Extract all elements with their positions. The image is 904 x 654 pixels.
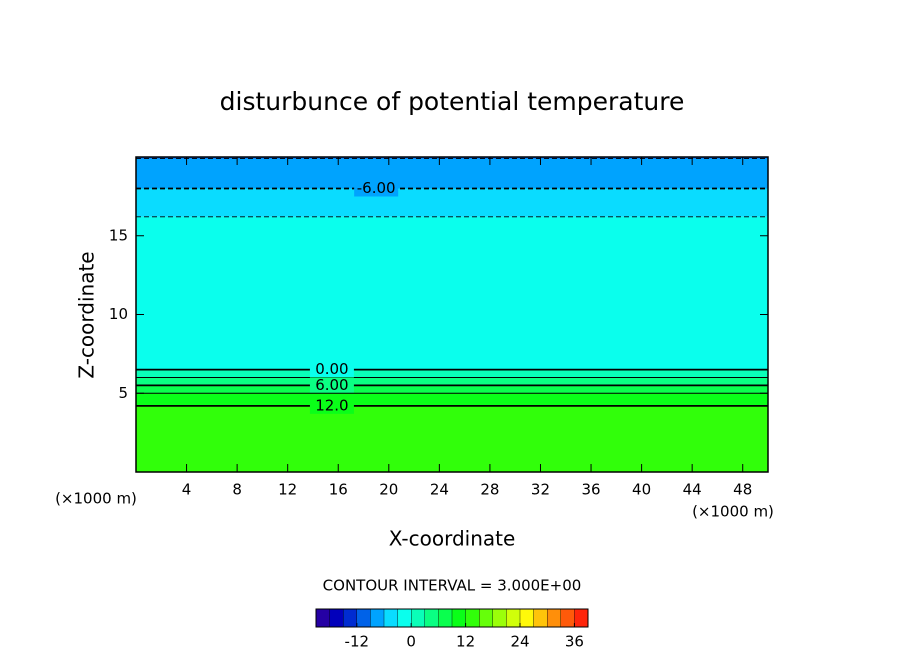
x-tick-label: 28	[480, 481, 499, 499]
colorbar-tick-label: 12	[456, 633, 475, 651]
y-tick-label: 5	[118, 384, 128, 402]
x-tick-label: 16	[329, 481, 348, 499]
colorbar-cell	[356, 608, 371, 628]
contour-band	[136, 188, 768, 217]
x-tick-label: 8	[232, 481, 242, 499]
contour-interval: CONTOUR INTERVAL = 3.000E+00	[323, 577, 582, 595]
x-tick-label: 44	[683, 481, 702, 499]
contour-band	[136, 377, 768, 386]
contour-label: 0.00	[315, 360, 348, 378]
colorbar-cell	[519, 608, 535, 628]
contour-label: 12.0	[315, 396, 348, 414]
x-tick-label: 20	[379, 481, 398, 499]
colorbar-tick-label: 24	[510, 633, 529, 651]
colorbar-cell	[438, 608, 453, 628]
colorbar-cell	[343, 608, 358, 628]
contour-band	[136, 393, 768, 406]
contour-label: 6.00	[315, 376, 348, 394]
x-unit: (×1000 m)	[55, 490, 137, 508]
colorbar-tick-label: -12	[345, 633, 370, 651]
colorbar-cell	[506, 608, 521, 628]
y-tick-label: 10	[109, 305, 128, 323]
colorbar-cell	[492, 608, 507, 628]
x-tick-label: 12	[278, 481, 297, 499]
contour-label-bg	[309, 397, 354, 414]
colorbar-cell	[574, 608, 589, 628]
colorbar-cell	[465, 608, 480, 628]
contour-label-bg	[309, 377, 354, 394]
colorbar-cell	[547, 608, 562, 628]
contour-band	[136, 369, 768, 378]
contour-band	[136, 385, 768, 394]
colorbar-cell	[411, 608, 426, 628]
colorbar-tick-label: 0	[406, 633, 416, 651]
colorbar-cell	[329, 608, 344, 628]
colorbar-cell	[533, 608, 548, 628]
colorbar-cell	[451, 608, 467, 628]
x-tick-label: 24	[430, 481, 449, 499]
contour-band	[136, 158, 768, 189]
y-tick-label: 15	[109, 226, 128, 244]
colorbar-cell	[383, 608, 399, 628]
x-tick-label: 32	[531, 481, 550, 499]
contour-band	[136, 405, 768, 472]
contour-band	[136, 157, 768, 159]
colorbar-frame	[315, 608, 589, 628]
y-axis-label: Z-coordinate	[75, 251, 99, 378]
contour-label: -6.00	[357, 179, 396, 197]
contour-band	[136, 216, 768, 370]
x-tick-label: 40	[632, 481, 651, 499]
x-tick-label: 36	[581, 481, 600, 499]
x-axis-label: X-coordinate	[389, 527, 516, 551]
colorbar-cell	[479, 608, 494, 628]
chart-title: disturbunce of potential temperature	[220, 87, 685, 116]
x-tick-label: 48	[733, 481, 752, 499]
colorbar-tick-label: 36	[565, 633, 584, 651]
colorbar-cell	[560, 608, 575, 628]
colorbar-cell	[315, 608, 331, 628]
colorbar-cell	[397, 608, 412, 628]
colorbar-cell	[424, 608, 439, 628]
x-tick-label: 4	[182, 481, 192, 499]
contour-label-bg	[354, 180, 399, 197]
colorbar-cell	[370, 608, 385, 628]
contour-label-bg	[309, 361, 354, 378]
y-unit: (×1000 m)	[692, 503, 774, 521]
